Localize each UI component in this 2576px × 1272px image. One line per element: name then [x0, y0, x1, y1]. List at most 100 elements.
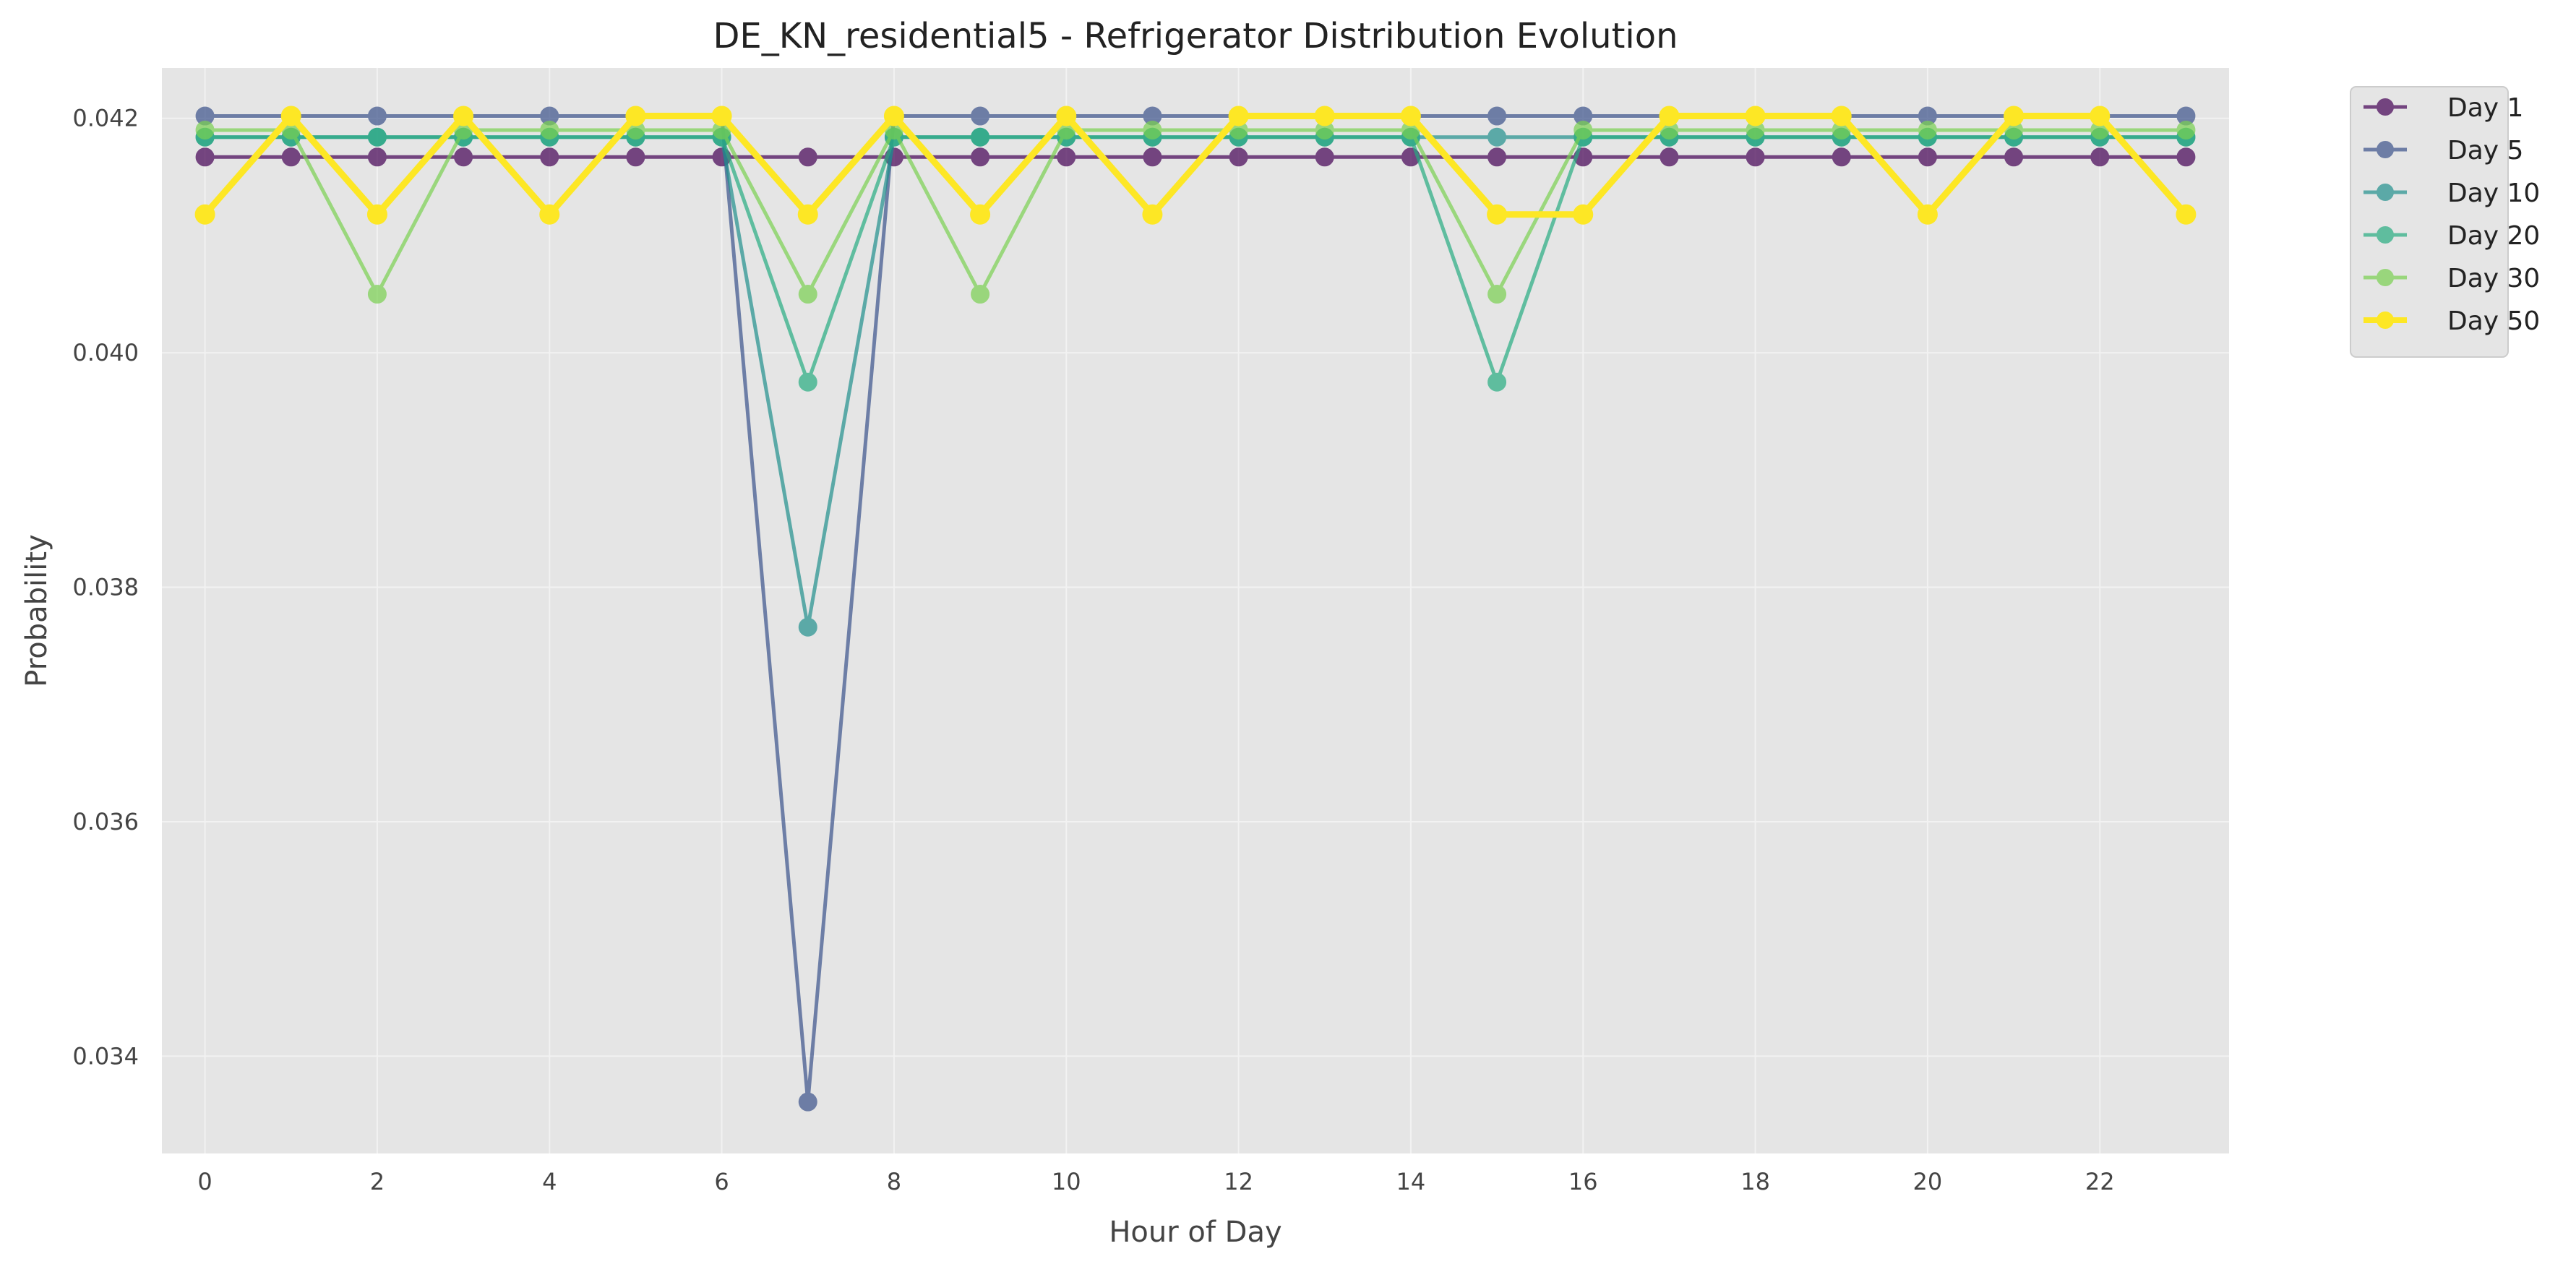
- series-day-1: [195, 147, 2196, 167]
- legend-marker: [2377, 269, 2394, 286]
- legend-marker: [2377, 141, 2394, 158]
- data-point: [195, 147, 215, 167]
- data-point: [1057, 147, 1076, 167]
- data-point: [1143, 147, 1162, 167]
- data-point: [883, 106, 904, 126]
- data-point: [453, 106, 474, 126]
- series-line: [205, 114, 2186, 1104]
- data-point: [540, 147, 559, 167]
- data-point: [195, 120, 215, 139]
- data-point: [1400, 106, 1421, 126]
- data-point: [2176, 204, 2197, 225]
- series-day-50: [194, 106, 2197, 225]
- y-tick-label: 0.038: [72, 574, 139, 601]
- x-axis: 0 2 4 6 8 10 12 14 16 18 20 22: [197, 1168, 2114, 1195]
- data-point: [2176, 120, 2196, 139]
- data-point: [1143, 120, 1162, 139]
- data-point: [1487, 127, 1507, 147]
- y-tick-label: 0.040: [72, 339, 139, 366]
- data-point: [1487, 147, 1507, 167]
- legend-label: Day 50: [2447, 306, 2540, 336]
- data-point: [366, 204, 387, 225]
- data-point: [540, 120, 559, 139]
- data-point: [711, 106, 732, 126]
- data-point: [1573, 204, 1594, 225]
- series-line: [202, 113, 2189, 218]
- x-tick-label: 12: [1224, 1168, 1253, 1195]
- x-axis-label: Hour of Day: [1109, 1216, 1281, 1249]
- data-point: [1659, 106, 1680, 126]
- grid: [162, 68, 2229, 1153]
- y-axis: 0.034 0.036 0.038 0.040 0.042: [72, 105, 139, 1070]
- x-tick-label: 0: [197, 1168, 212, 1195]
- data-point: [1918, 147, 1937, 167]
- data-point: [1315, 147, 1334, 167]
- data-point: [1487, 372, 1507, 392]
- data-point: [1831, 106, 1852, 126]
- data-point: [367, 106, 387, 126]
- data-point: [798, 372, 817, 392]
- data-point: [1228, 106, 1249, 126]
- x-tick-label: 16: [1568, 1168, 1598, 1195]
- legend-label: Day 1: [2447, 93, 2523, 123]
- legend-label: Day 5: [2447, 136, 2523, 166]
- data-point: [1487, 285, 1507, 304]
- data-point: [367, 147, 387, 167]
- legend-label: Day 20: [2447, 221, 2540, 251]
- y-tick-label: 0.034: [72, 1042, 139, 1070]
- data-point: [1832, 147, 1851, 167]
- legend-item: [2364, 98, 2407, 116]
- data-point: [1918, 120, 1937, 139]
- data-point: [798, 147, 817, 167]
- data-point: [454, 147, 473, 167]
- legend-marker: [2377, 184, 2394, 201]
- series-group: [194, 106, 2197, 1112]
- x-tick-label: 6: [714, 1168, 729, 1195]
- data-point: [194, 204, 215, 225]
- data-point: [367, 127, 387, 147]
- data-point: [2090, 106, 2111, 126]
- data-point: [626, 147, 645, 167]
- legend-marker: [2377, 226, 2394, 244]
- data-point: [281, 147, 301, 167]
- x-tick-label: 2: [370, 1168, 385, 1195]
- data-point: [1314, 106, 1335, 126]
- y-tick-label: 0.036: [72, 808, 139, 835]
- plot-area: [162, 68, 2229, 1153]
- data-point: [971, 106, 990, 126]
- legend-item: [2364, 226, 2407, 244]
- data-point: [970, 204, 991, 225]
- x-tick-label: 10: [1052, 1168, 1081, 1195]
- legend-label: Day 10: [2447, 179, 2540, 208]
- data-point: [797, 204, 818, 225]
- legend: Day 1 Day 5 Day 10 Day 20 Day 30 Day 50: [2350, 86, 2540, 358]
- data-point: [280, 106, 301, 126]
- data-point: [2090, 147, 2110, 167]
- x-tick-label: 22: [2085, 1168, 2115, 1195]
- legend-item: [2364, 269, 2407, 286]
- data-point: [539, 204, 560, 225]
- data-point: [1229, 147, 1248, 167]
- legend-marker: [2377, 311, 2394, 329]
- legend-label: Day 30: [2447, 264, 2540, 293]
- data-point: [625, 106, 646, 126]
- data-point: [971, 127, 990, 147]
- chart-title: DE_KN_residential5 - Refrigerator Distri…: [713, 16, 1678, 56]
- data-point: [2004, 106, 2025, 126]
- data-point: [798, 285, 817, 304]
- data-point: [1573, 120, 1593, 139]
- data-point: [1142, 204, 1163, 225]
- x-tick-label: 20: [1913, 1168, 1943, 1195]
- x-tick-label: 14: [1396, 1168, 1426, 1195]
- data-point: [1487, 204, 1508, 225]
- data-point: [1660, 147, 1679, 167]
- legend-item: [2364, 311, 2407, 329]
- data-point: [971, 147, 990, 167]
- x-tick-label: 4: [542, 1168, 557, 1195]
- data-point: [367, 285, 387, 304]
- data-point: [798, 1092, 817, 1112]
- data-point: [1746, 147, 1765, 167]
- data-point: [1487, 106, 1507, 126]
- data-point: [2004, 147, 2024, 167]
